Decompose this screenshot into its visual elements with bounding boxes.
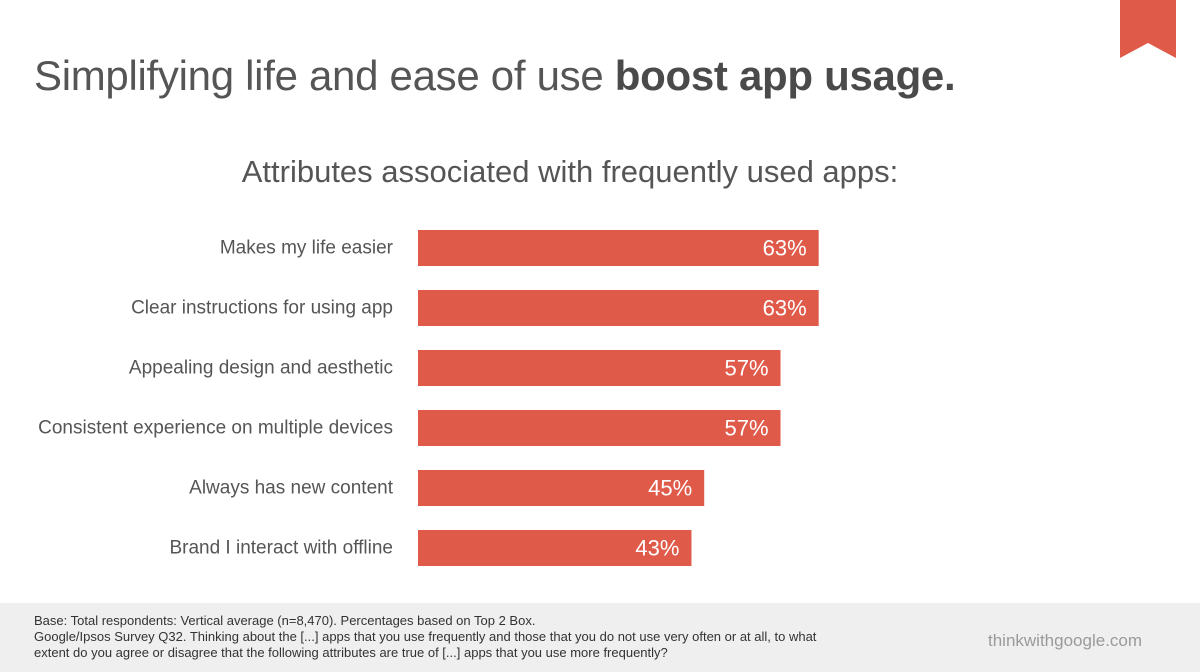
source-note-line: Base: Total respondents: Vertical averag… [34, 613, 536, 628]
slide-title-regular: Simplifying life and ease of use [34, 52, 615, 99]
category-label: Brand I interact with offline [169, 538, 393, 559]
value-label: 57% [724, 356, 768, 381]
brand-label: thinkwithgoogle.com [988, 631, 1143, 650]
value-label: 57% [724, 416, 768, 441]
source-note: Base: Total respondents: Vertical averag… [34, 613, 934, 661]
slide-title-bold: boost app usage. [614, 52, 956, 99]
corner-ribbon-icon [1120, 0, 1176, 58]
value-label: 63% [763, 296, 807, 321]
source-note-line: extent do you agree or disagree that the… [34, 645, 668, 660]
bar [418, 410, 781, 446]
bar [418, 350, 781, 386]
source-note-line: Google/Ipsos Survey Q32. Thinking about … [34, 629, 817, 644]
value-label: 43% [635, 536, 679, 561]
bar [418, 530, 692, 566]
category-label: Clear instructions for using app [131, 298, 393, 319]
category-label: Consistent experience on multiple device… [38, 418, 393, 439]
bar-chart: Makes my life easier 63% Clear instruction… [38, 230, 819, 566]
category-label: Appealing design and aesthetic [129, 358, 393, 379]
category-label: Makes my life easier [220, 238, 394, 259]
value-label: 45% [648, 476, 692, 501]
slide-title: Simplifying life and ease of use boost a… [34, 52, 956, 100]
bar [418, 230, 819, 266]
bar [418, 290, 819, 326]
category-label: Always has new content [189, 478, 394, 499]
footer: Base: Total respondents: Vertical averag… [0, 603, 1200, 672]
chart-subtitle: Attributes associated with frequently us… [241, 154, 899, 189]
bar [418, 470, 705, 506]
value-label: 63% [763, 236, 807, 261]
